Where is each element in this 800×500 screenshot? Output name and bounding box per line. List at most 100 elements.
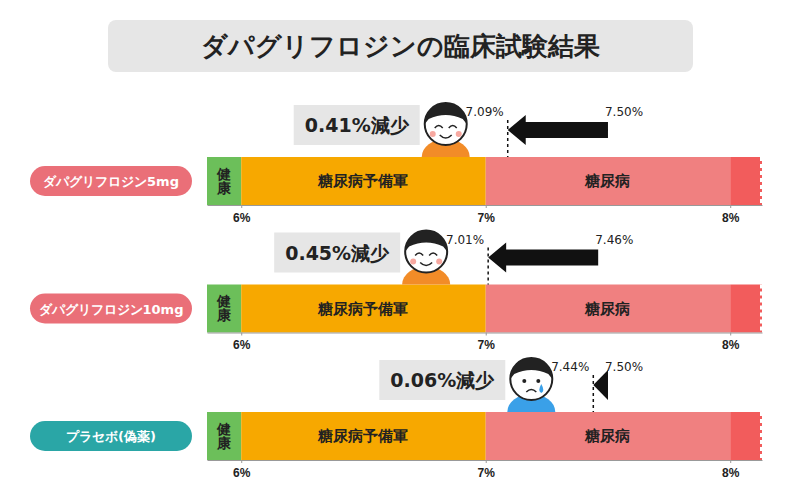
zone <box>730 412 762 460</box>
plot-area <box>207 115 762 205</box>
axis-line <box>208 333 763 334</box>
tick-label: 8% <box>722 338 740 352</box>
face-head <box>425 103 467 145</box>
tick-mark <box>730 333 731 336</box>
face-cheek <box>456 131 462 137</box>
after-line <box>487 248 489 285</box>
change-arrow <box>488 243 598 273</box>
tick: 7% <box>478 205 496 225</box>
plot-area <box>207 370 762 460</box>
tick-mark <box>241 460 242 463</box>
zone <box>207 285 241 333</box>
zone-label: 健康 <box>216 166 232 196</box>
annotation: 0.41%減少 <box>305 114 410 136</box>
before-label: 7.50% <box>605 360 643 374</box>
zone-label: 糖尿病 <box>584 427 630 445</box>
tick: 6% <box>233 205 251 225</box>
change-arrow <box>508 115 608 145</box>
tick-mark <box>241 333 242 336</box>
category-label: プラセボ(偽薬) <box>66 429 156 444</box>
x-axis: 6% 7% 8% <box>208 205 763 225</box>
face-eye <box>449 126 457 129</box>
after-label: 7.09% <box>466 105 504 119</box>
bar-end <box>760 412 762 460</box>
face-mouth <box>526 390 536 393</box>
x-axis: 6% 7% 8% <box>208 333 763 353</box>
tick: 7% <box>478 460 496 480</box>
after-line <box>507 120 509 157</box>
tick-label: 8% <box>722 466 740 480</box>
annotation: 0.45%減少 <box>285 242 390 264</box>
axis-line <box>208 205 763 206</box>
tick-mark <box>486 205 487 208</box>
tick-mark <box>730 460 731 463</box>
row: プラセボ(偽薬) 健康 糖尿病予備軍 糖尿病 6% 7% 8% 7.44% 7.50% 0.06%… <box>30 358 763 480</box>
zone-label: 糖尿病 <box>584 172 630 190</box>
face-cheek <box>410 259 416 265</box>
face-head <box>510 358 552 400</box>
zone-label: 糖尿病予備軍 <box>317 172 408 190</box>
zone <box>730 285 762 333</box>
row: ダパグリフロジン10mg健康糖尿病予備軍糖尿病6%7%8%7.01%7.46%0… <box>30 231 763 353</box>
zone-label: 糖尿病予備軍 <box>317 427 408 445</box>
face-mouth <box>440 135 452 138</box>
face-icon <box>402 231 450 285</box>
annotation-box <box>274 233 400 273</box>
after-line <box>593 375 595 412</box>
bar-end <box>760 285 762 333</box>
face-tear <box>539 384 543 393</box>
tick-label: 6% <box>233 338 251 352</box>
face-eye <box>415 253 423 256</box>
annotation-box <box>379 360 505 400</box>
zone <box>730 157 762 205</box>
zone-label: 健康 <box>216 293 232 323</box>
tick-label: 6% <box>233 466 251 480</box>
bar-end <box>760 157 762 205</box>
tick-label: 7% <box>478 338 496 352</box>
zone-label: 糖尿病予備軍 <box>317 300 408 318</box>
face-hair <box>510 358 552 379</box>
after-label: 7.01% <box>446 233 484 247</box>
category-pill <box>30 166 192 196</box>
zone <box>486 285 730 333</box>
tick: 8% <box>722 333 740 353</box>
category-label: ダパグリフロジン5mg <box>43 174 179 189</box>
zone <box>241 412 485 460</box>
face-icon <box>507 358 555 412</box>
zone <box>486 412 730 460</box>
tick-label: 8% <box>722 211 740 225</box>
after-label: 7.44% <box>551 360 589 374</box>
x-axis: 6% 7% 8% <box>208 460 763 480</box>
face-hair <box>425 103 467 124</box>
tick: 6% <box>233 333 251 353</box>
face-eye <box>435 126 443 129</box>
tick-mark <box>486 333 487 336</box>
tick: 8% <box>722 460 740 480</box>
zone <box>241 157 485 205</box>
face-eye <box>429 253 437 256</box>
title: ダパグリフロジンの臨床試験結果 <box>201 31 600 61</box>
zone-label: 糖尿病 <box>584 300 630 318</box>
category-label: ダパグリフロジン10mg <box>39 302 184 317</box>
tick-mark <box>241 205 242 208</box>
face-eye <box>522 379 526 383</box>
title-box <box>108 20 693 72</box>
face-hair <box>405 231 447 252</box>
annotation-box <box>294 105 420 145</box>
zone <box>207 157 241 205</box>
tick: 7% <box>478 333 496 353</box>
face-cheek <box>430 131 436 137</box>
face-icon <box>422 103 470 157</box>
face-cheek <box>436 259 442 265</box>
tick-mark <box>486 460 487 463</box>
face-eye <box>536 379 540 383</box>
face-mouth <box>420 263 432 266</box>
zone-label: 健康 <box>216 421 232 451</box>
category-pill <box>30 421 192 451</box>
tick: 8% <box>722 205 740 225</box>
axis-line <box>208 460 763 461</box>
annotation: 0.06%減少 <box>390 369 495 391</box>
zone <box>486 157 730 205</box>
plot-area <box>207 243 762 333</box>
tick-label: 6% <box>233 211 251 225</box>
